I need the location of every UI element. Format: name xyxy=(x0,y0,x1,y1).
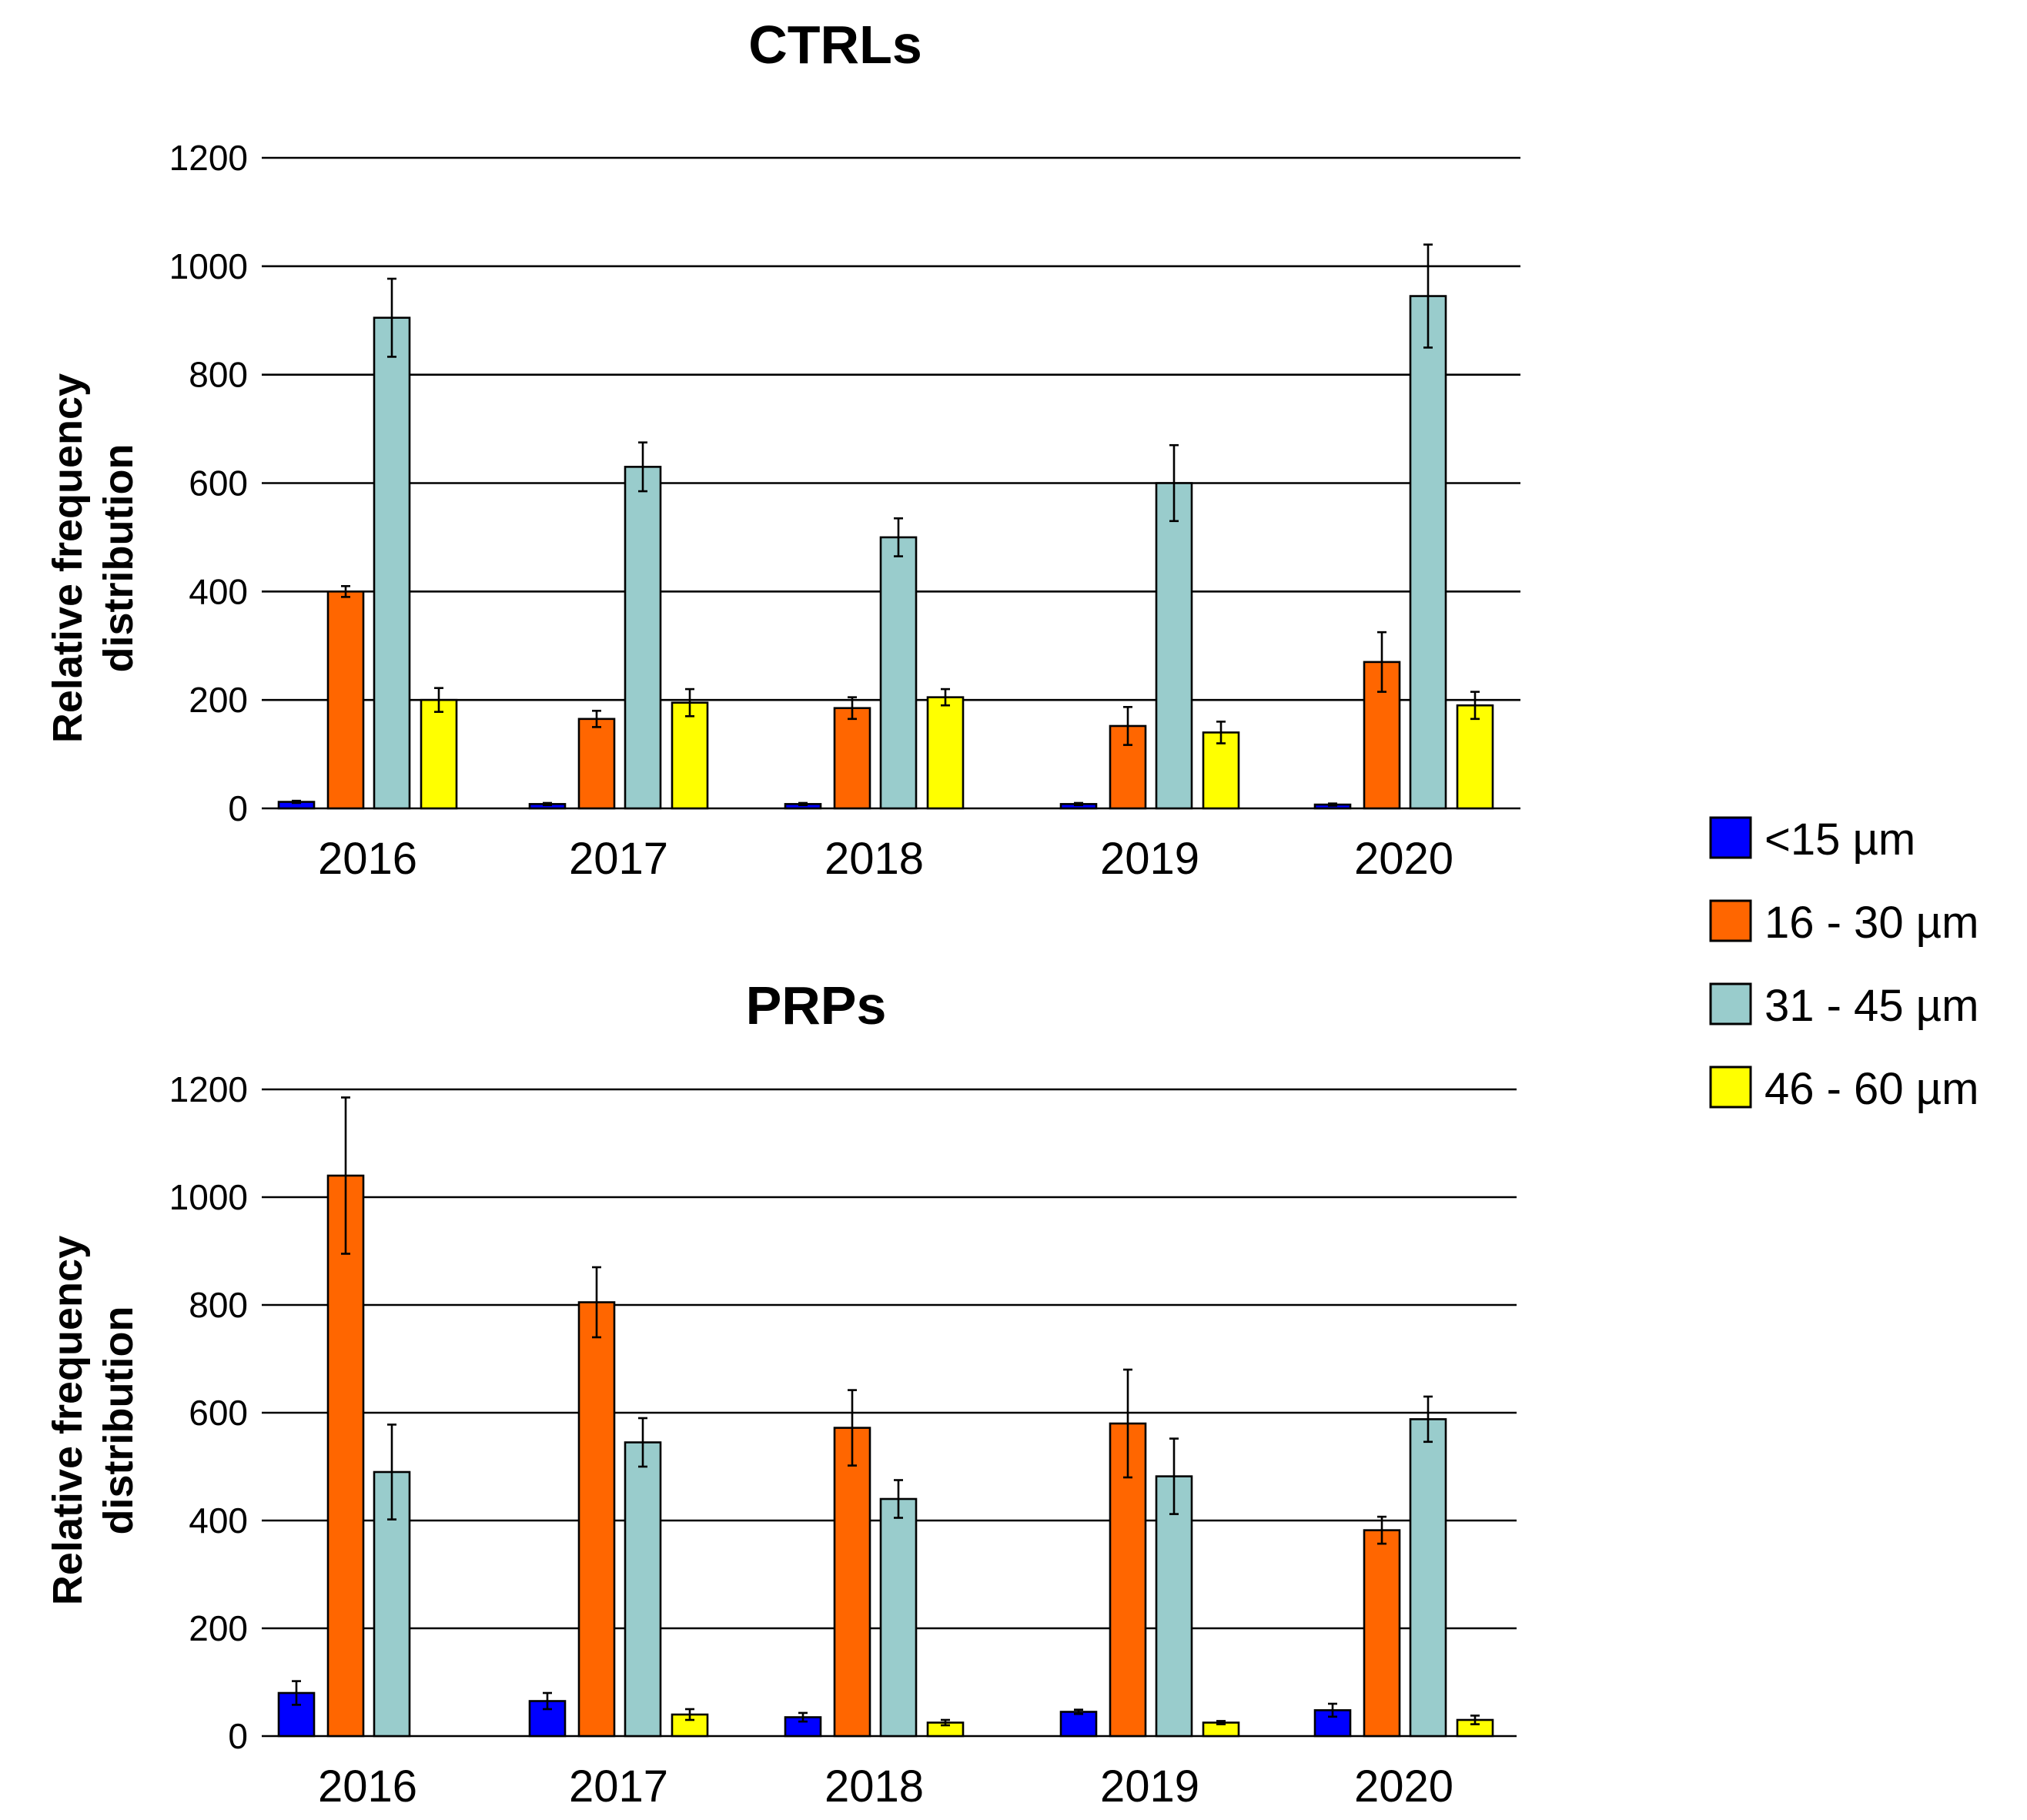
bar xyxy=(1409,295,1447,810)
y-tick-label: 800 xyxy=(189,1285,248,1325)
legend-swatch xyxy=(1709,1066,1752,1109)
panel-ctrls: CTRLs 0 200 400 600 800 1000 1200 Relative frequ… xyxy=(45,15,1520,884)
y-axis-label-line: distribution xyxy=(95,444,142,673)
y-axis-label: Relative frequency distribution xyxy=(45,373,142,743)
y-axis-label-line: distribution xyxy=(95,1306,142,1535)
x-tick-label: 2017 xyxy=(569,834,668,884)
legend: <15 µm 16 - 30 µm 31 - 45 µm 46 - 60 µm xyxy=(1709,815,1978,1114)
bar xyxy=(577,1301,616,1738)
y-axis-label-line: Relative frequency xyxy=(45,373,91,743)
y-axis-label-line: Relative frequency xyxy=(45,1236,91,1605)
bar xyxy=(624,466,662,810)
x-tick-label: 2016 xyxy=(318,834,417,884)
legend-swatch xyxy=(1709,899,1752,942)
bar xyxy=(833,1427,871,1738)
legend-label: 46 - 60 µm xyxy=(1764,1064,1978,1114)
bar xyxy=(1155,1475,1193,1738)
bar xyxy=(624,1441,662,1738)
x-tick-label: 2018 xyxy=(825,834,924,884)
bar xyxy=(1155,482,1193,810)
x-tick-label: 2016 xyxy=(318,1761,417,1812)
bar xyxy=(326,590,365,810)
x-tick-label: 2018 xyxy=(825,1761,924,1812)
y-tick-label: 800 xyxy=(189,355,248,395)
y-tick-label: 400 xyxy=(189,1500,248,1541)
bar xyxy=(1363,1529,1401,1738)
bar xyxy=(1409,1418,1447,1738)
bar xyxy=(879,536,918,810)
y-tick-label: 0 xyxy=(228,1716,248,1756)
legend-label: 16 - 30 µm xyxy=(1764,898,1978,948)
y-tick-label: 1200 xyxy=(169,1069,248,1109)
chart-title: PRPs xyxy=(746,975,887,1035)
x-tick-label: 2019 xyxy=(1100,834,1199,884)
x-tick-label: 2020 xyxy=(1354,1761,1453,1812)
bar xyxy=(926,696,965,810)
bar xyxy=(833,707,871,810)
bar xyxy=(326,1174,365,1738)
bar xyxy=(1202,731,1240,810)
bar xyxy=(1456,704,1494,810)
x-tick-label: 2020 xyxy=(1354,834,1453,884)
panel-prps: PRPs 0 200 400 600 800 1000 1200 Relative freque… xyxy=(45,975,1517,1812)
bar xyxy=(373,316,411,810)
x-tick-label: 2019 xyxy=(1100,1761,1199,1812)
y-axis-label: Relative frequency distribution xyxy=(45,1236,142,1605)
bar xyxy=(577,718,616,810)
y-tick-label: 1200 xyxy=(169,138,248,178)
bar xyxy=(420,698,458,810)
bar xyxy=(1059,1711,1098,1738)
bar xyxy=(879,1497,918,1738)
y-tick-label: 200 xyxy=(189,1608,248,1648)
x-tick-label: 2017 xyxy=(569,1761,668,1812)
y-tick-label: 0 xyxy=(228,788,248,828)
y-tick-label: 200 xyxy=(189,680,248,720)
chart-title: CTRLs xyxy=(748,15,922,75)
legend-swatch xyxy=(1709,982,1752,1025)
y-tick-label: 1000 xyxy=(169,1177,248,1217)
legend-label: <15 µm xyxy=(1764,815,1915,865)
y-tick-label: 600 xyxy=(189,463,248,504)
y-tick-label: 400 xyxy=(189,571,248,611)
y-tick-label: 600 xyxy=(189,1393,248,1433)
y-tick-label: 1000 xyxy=(169,246,248,286)
bar xyxy=(671,701,709,810)
legend-label: 31 - 45 µm xyxy=(1764,981,1978,1031)
legend-swatch xyxy=(1709,816,1752,859)
